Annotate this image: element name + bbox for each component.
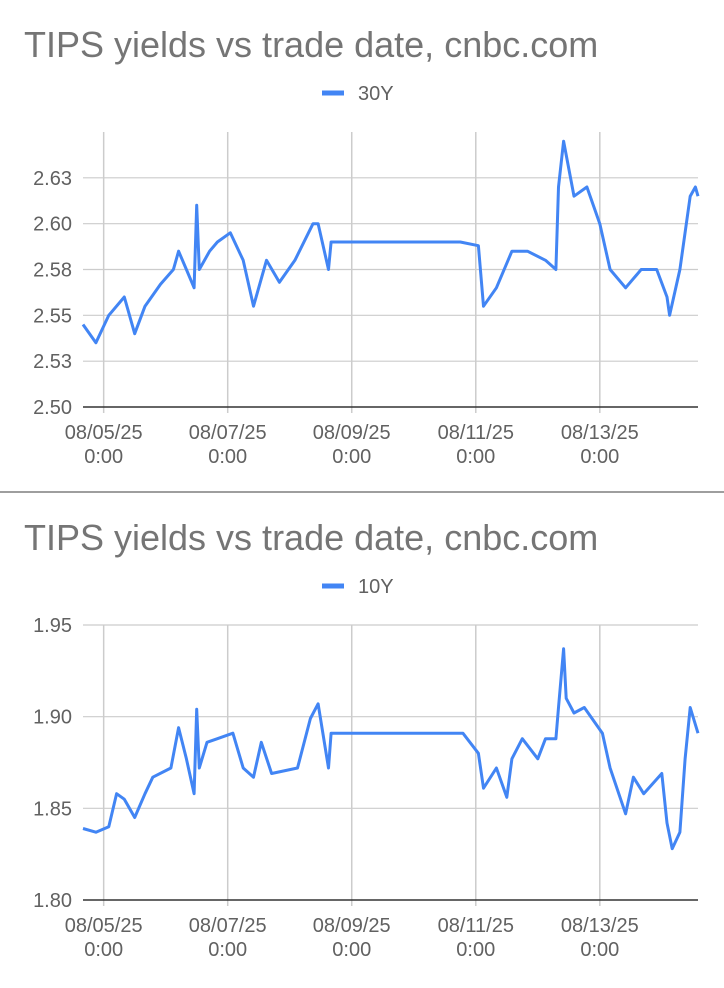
y-tick-label: 2.53: [33, 351, 72, 373]
x-tick-label: 08/13/25 0:00: [561, 915, 639, 961]
chart-title: TIPS yields vs trade date, cnbc.com: [24, 517, 598, 558]
x-tick-label: 08/09/25 0:00: [313, 422, 391, 468]
y-tick-label: 1.85: [33, 798, 72, 820]
y-tick-label: 1.80: [33, 890, 72, 912]
y-tick-label: 2.58: [33, 260, 72, 282]
y-tick-label: 1.95: [33, 615, 72, 637]
chart-title: TIPS yields vs trade date, cnbc.com: [24, 24, 598, 65]
x-tick-label: 08/13/25 0:00: [561, 422, 639, 468]
data-line: [82, 647, 700, 851]
y-tick-label: 1.90: [33, 707, 72, 729]
y-tick-label: 2.63: [33, 168, 72, 190]
x-tick-label: 08/07/25 0:00: [189, 422, 267, 468]
x-tick-label: 08/05/25 0:00: [65, 915, 143, 961]
legend-label: 10Y: [358, 576, 394, 598]
x-tick-label: 08/11/25 0:00: [438, 915, 514, 961]
x-tick-label: 08/05/25 0:00: [65, 422, 143, 468]
data-line: [81, 139, 700, 345]
x-tick-label: 08/07/25 0:00: [189, 915, 267, 961]
y-tick-label: 2.60: [33, 214, 72, 236]
y-tick-label: 2.55: [33, 305, 72, 327]
x-tick-label: 08/11/25 0:00: [438, 422, 514, 468]
y-tick-label: 2.50: [33, 397, 72, 419]
x-tick-label: 08/09/25 0:00: [313, 915, 391, 961]
legend-label: 30Y: [358, 83, 394, 105]
